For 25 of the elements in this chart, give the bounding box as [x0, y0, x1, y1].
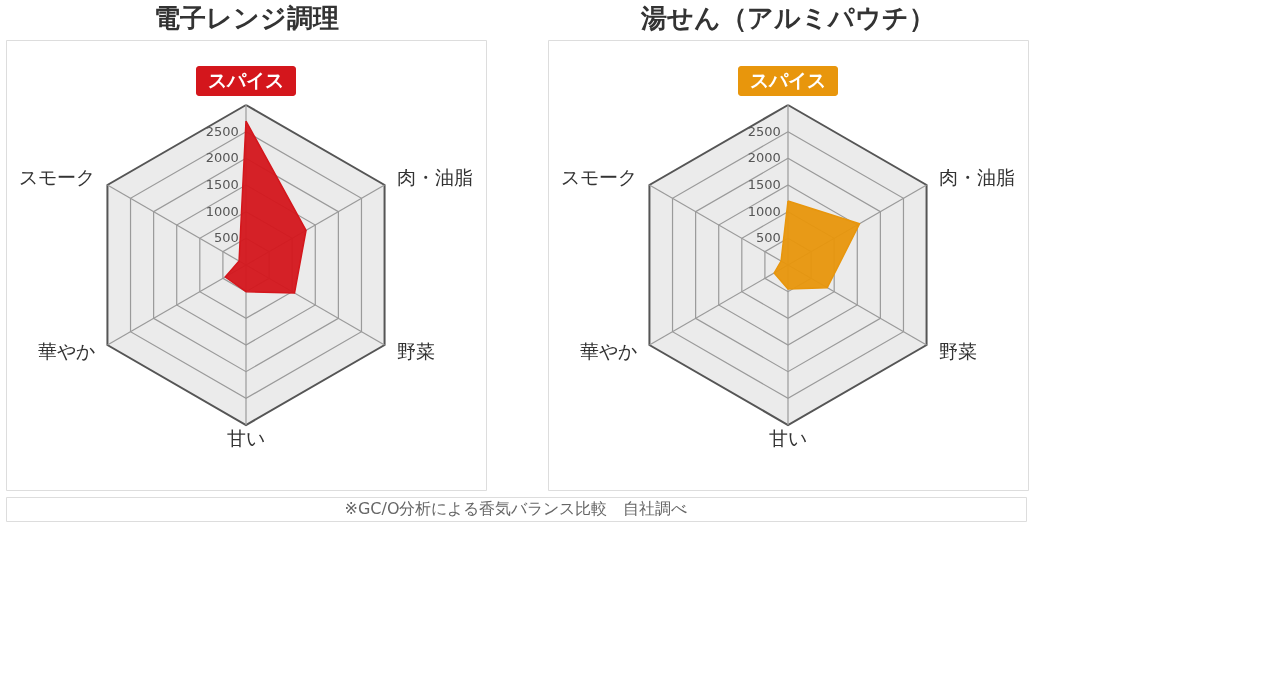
- y-tick-label: 500: [755, 230, 781, 246]
- y-tick-label: 1000: [747, 203, 781, 219]
- spoke-label: スモーク: [18, 165, 95, 188]
- spoke-label: 肉・油脂: [397, 165, 474, 188]
- spoke-label: スパイス: [208, 69, 284, 91]
- spoke-label: 華やか: [37, 340, 95, 363]
- y-tick-label: 1000: [205, 203, 239, 219]
- y-tick-label: 500: [213, 230, 239, 246]
- spoke-label: 甘い: [227, 427, 265, 450]
- spoke-label: スパイス: [750, 69, 826, 91]
- spoke-label: 野菜: [397, 340, 436, 363]
- chart-title: 電子レンジ調理: [153, 3, 339, 33]
- chart-title: 湯せん（アルミパウチ）: [640, 3, 935, 33]
- spoke-label: 華やか: [579, 340, 637, 363]
- spoke-label: 野菜: [939, 340, 978, 363]
- spoke-label: 肉・油脂: [939, 165, 1016, 188]
- spoke-label: 甘い: [769, 427, 807, 450]
- y-tick-label: 2500: [747, 123, 781, 139]
- y-tick-label: 2500: [205, 123, 239, 139]
- y-tick-label: 2000: [747, 150, 781, 166]
- text: ※GC/O分析による香気バランス比較 自社調べ: [344, 499, 688, 518]
- y-tick-label: 2000: [205, 150, 239, 166]
- spoke-label: スモーク: [560, 165, 637, 188]
- y-tick-label: 1500: [747, 177, 781, 192]
- y-tick-label: 1500: [205, 177, 239, 192]
